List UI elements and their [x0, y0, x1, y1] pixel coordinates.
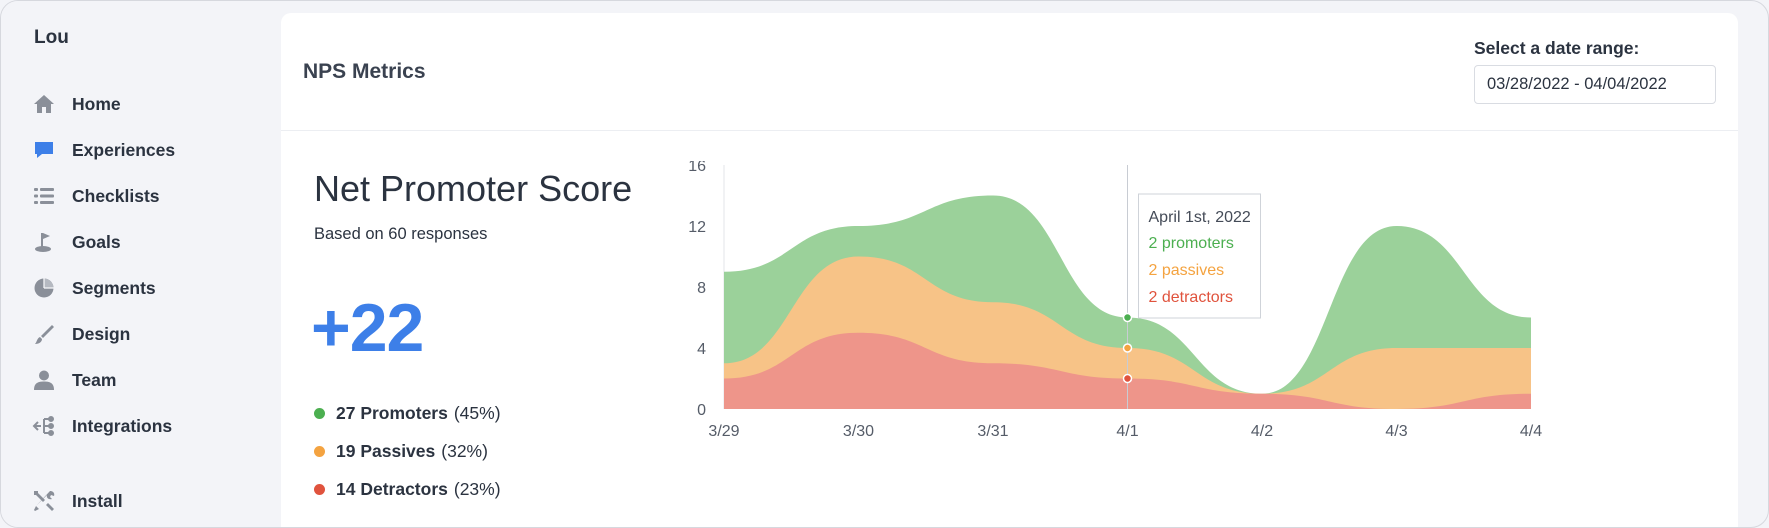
nps-score: +22 — [311, 290, 424, 366]
page-title: NPS Metrics — [303, 60, 426, 83]
breakdown-promoters: 27 Promoters (45%) — [314, 394, 501, 432]
tooltip-line: 2 promoters — [1149, 235, 1234, 252]
y-tick-label: 0 — [697, 402, 706, 419]
sidebar-item-label: Experiences — [72, 139, 176, 160]
user-icon — [32, 368, 56, 392]
sidebar-item-install[interactable]: Install — [32, 478, 123, 524]
tools-icon — [32, 489, 56, 513]
nps-title: Net Promoter Score — [314, 168, 633, 209]
sidebar-item-segments[interactable]: Segments — [32, 265, 175, 311]
sidebar-item-label: Integrations — [72, 415, 173, 436]
tooltip-line: 2 detractors — [1149, 289, 1233, 306]
sidebar-item-goals[interactable]: Goals — [32, 219, 175, 265]
golf-flag-icon — [32, 230, 56, 254]
y-tick-label: 16 — [688, 161, 706, 175]
sidebar-item-label: Design — [72, 323, 131, 344]
x-tick-label: 3/29 — [708, 423, 739, 440]
nps-area-chart: 0 4 8 12 16 3/29 3/30 3/31 4/1 4/2 4/3 4/4 April 1st… — [688, 161, 1542, 440]
pie-icon — [32, 276, 56, 300]
x-tick-label: 4/3 — [1385, 423, 1407, 440]
brand-name: Lou — [34, 27, 69, 48]
sidebar-nav: Home Experiences Checklists Goals — [32, 81, 175, 449]
integrations-icon — [32, 414, 56, 438]
x-tick-label: 4/2 — [1251, 423, 1273, 440]
page-header: NPS Metrics Select a date range: — [281, 13, 1738, 131]
nps-breakdown: 27 Promoters (45%) 19 Passives (32%) 14 … — [314, 394, 501, 508]
passives-pct: (32%) — [441, 440, 488, 461]
detractors-dot — [314, 483, 325, 495]
x-tick-label: 3/30 — [843, 423, 874, 440]
chart-tooltip — [1138, 193, 1261, 319]
passives-label: 19 Passives — [336, 440, 436, 461]
hover-point-detractors — [1122, 373, 1133, 384]
sidebar-item-label: Install — [72, 490, 123, 511]
y-tick-label: 8 — [697, 280, 706, 297]
hover-point-promoters — [1122, 312, 1133, 323]
date-range-label: Select a date range: — [1474, 38, 1640, 58]
promoters-pct: (45%) — [453, 402, 501, 423]
sidebar-item-label: Checklists — [72, 185, 160, 206]
x-tick-label: 4/4 — [1520, 423, 1542, 440]
passives-dot — [314, 445, 325, 457]
sidebar-item-label: Goals — [72, 231, 121, 252]
paintbrush-icon — [32, 322, 56, 346]
sidebar-item-experiences[interactable]: Experiences — [32, 127, 175, 173]
tooltip-line: 2 passives — [1149, 262, 1225, 279]
sidebar-item-home[interactable]: Home — [32, 81, 175, 127]
detractors-pct: (23%) — [453, 478, 501, 499]
y-tick-label: 4 — [697, 341, 706, 358]
series-area-detractors — [724, 332, 1531, 409]
sidebar-item-design[interactable]: Design — [32, 311, 175, 357]
sidebar-item-integrations[interactable]: Integrations — [32, 403, 175, 449]
nps-subtitle: Based on 60 responses — [314, 225, 488, 243]
hover-point-passives — [1122, 343, 1133, 353]
detractors-label: 14 Detractors — [336, 478, 448, 499]
breakdown-passives: 19 Passives (32%) — [314, 432, 501, 470]
x-tick-label: 3/31 — [977, 423, 1008, 440]
home-icon — [32, 92, 56, 116]
y-tick-label: 12 — [688, 219, 706, 236]
promoters-label: 27 Promoters — [336, 402, 448, 423]
date-range-input[interactable] — [1474, 65, 1716, 104]
sidebar-item-team[interactable]: Team — [32, 357, 175, 403]
list-icon — [32, 184, 56, 208]
tooltip-title: April 1st, 2022 — [1149, 209, 1251, 226]
sidebar-item-label: Home — [72, 93, 121, 114]
sidebar-item-label: Segments — [72, 277, 156, 298]
sidebar-item-checklists[interactable]: Checklists — [32, 173, 175, 219]
chat-bubble-icon — [32, 138, 56, 162]
sidebar: Lou Home Experiences Checklists — [1, 1, 281, 527]
x-tick-label: 4/1 — [1116, 423, 1138, 440]
sidebar-item-label: Team — [72, 369, 117, 390]
promoters-dot — [314, 407, 325, 419]
breakdown-detractors: 14 Detractors (23%) — [314, 470, 501, 508]
